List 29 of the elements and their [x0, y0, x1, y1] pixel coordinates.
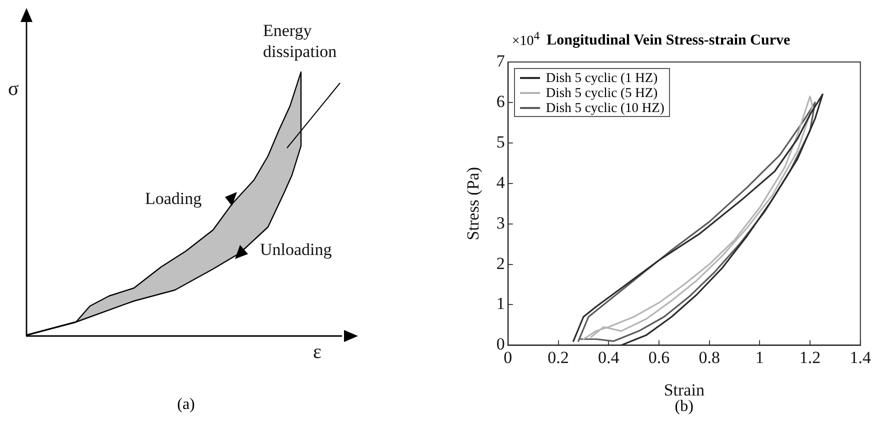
text: (b): [674, 398, 694, 416]
y-tick-label: 3: [496, 213, 505, 232]
x-tick-label: 0.8: [698, 348, 720, 367]
legend-label: Dish 5 cyclic (10 HZ): [546, 100, 664, 115]
text: Energy dissipation: [263, 20, 338, 62]
x-tick-label: 0.2: [548, 348, 569, 367]
text: ε: [313, 341, 322, 364]
text: ×10$^{4}$: [512, 29, 541, 49]
y-tick-label: 6: [496, 92, 505, 111]
legend-label: Dish 5 cyclic (5 HZ): [546, 85, 658, 100]
y-tick-label: 7: [496, 51, 506, 70]
text: Loading: [145, 189, 202, 209]
x-tick-label: 1.2: [799, 348, 821, 367]
chart-title: Longitudinal Vein Stress-strain Curve: [546, 32, 790, 49]
x-axis-title: Strain: [664, 380, 705, 400]
x-tick-label: 1: [755, 348, 764, 367]
y-tick-label: 5: [496, 132, 505, 152]
text: Unloading: [260, 240, 332, 260]
y-tick-label: 0: [496, 334, 505, 354]
x-tick-label: 1.4: [850, 348, 872, 367]
y-axis-title: Stress (Pa): [464, 167, 483, 240]
text: σ: [8, 78, 19, 101]
y-tick-label: 1: [496, 294, 505, 314]
text: (a): [176, 396, 196, 414]
y-tick-label: 4: [496, 172, 506, 192]
y-tick-label: 2: [496, 254, 505, 273]
x-tick-label: 0.6: [648, 348, 670, 367]
x-tick-label: 0.4: [598, 348, 620, 367]
legend-label: Dish 5 cyclic (1 HZ): [546, 70, 658, 85]
